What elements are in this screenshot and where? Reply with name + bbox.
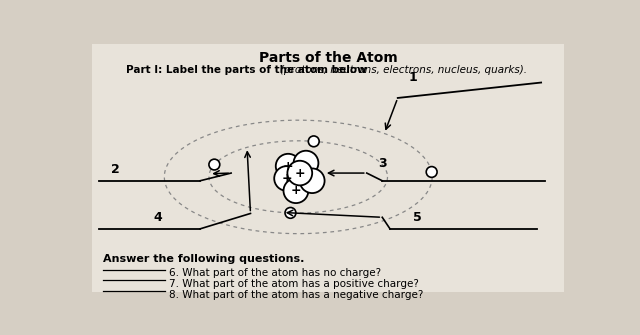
Circle shape (285, 207, 296, 218)
Circle shape (300, 169, 324, 193)
Circle shape (426, 166, 437, 177)
Text: 5: 5 (413, 211, 422, 224)
Text: 3: 3 (378, 156, 387, 170)
Text: +: + (282, 172, 292, 185)
Text: +: + (283, 160, 294, 173)
Text: Parts of the Atom: Parts of the Atom (259, 51, 397, 65)
Text: +: + (291, 184, 301, 197)
Text: (protons, neutrons, electrons, nucleus, quarks).: (protons, neutrons, electrons, nucleus, … (280, 65, 527, 75)
Text: 6. What part of the atom has no charge?: 6. What part of the atom has no charge? (169, 268, 381, 278)
Circle shape (284, 179, 308, 203)
Text: +: + (294, 166, 305, 180)
Text: Answer the following questions.: Answer the following questions. (103, 254, 305, 264)
Circle shape (287, 161, 312, 185)
Text: 1: 1 (409, 71, 418, 84)
Text: 7. What part of the atom has a positive charge?: 7. What part of the atom has a positive … (169, 279, 419, 289)
Circle shape (276, 154, 301, 179)
Text: 8. What part of the atom has a negative charge?: 8. What part of the atom has a negative … (169, 290, 424, 300)
Text: 4: 4 (153, 211, 162, 224)
Text: 2: 2 (111, 163, 119, 176)
Circle shape (294, 151, 318, 176)
Circle shape (308, 136, 319, 147)
Circle shape (292, 169, 317, 193)
Circle shape (274, 166, 299, 191)
Text: Part I: Label the parts of the atom below: Part I: Label the parts of the atom belo… (127, 65, 371, 75)
Circle shape (209, 159, 220, 170)
